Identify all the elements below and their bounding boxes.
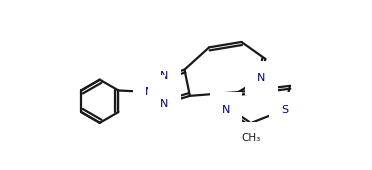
- Text: N: N: [222, 105, 230, 115]
- Text: N: N: [160, 99, 169, 109]
- Text: CH₃: CH₃: [242, 133, 261, 143]
- Text: N: N: [145, 87, 153, 97]
- Text: N: N: [257, 73, 266, 83]
- Text: S: S: [281, 105, 288, 115]
- Text: N: N: [160, 71, 169, 81]
